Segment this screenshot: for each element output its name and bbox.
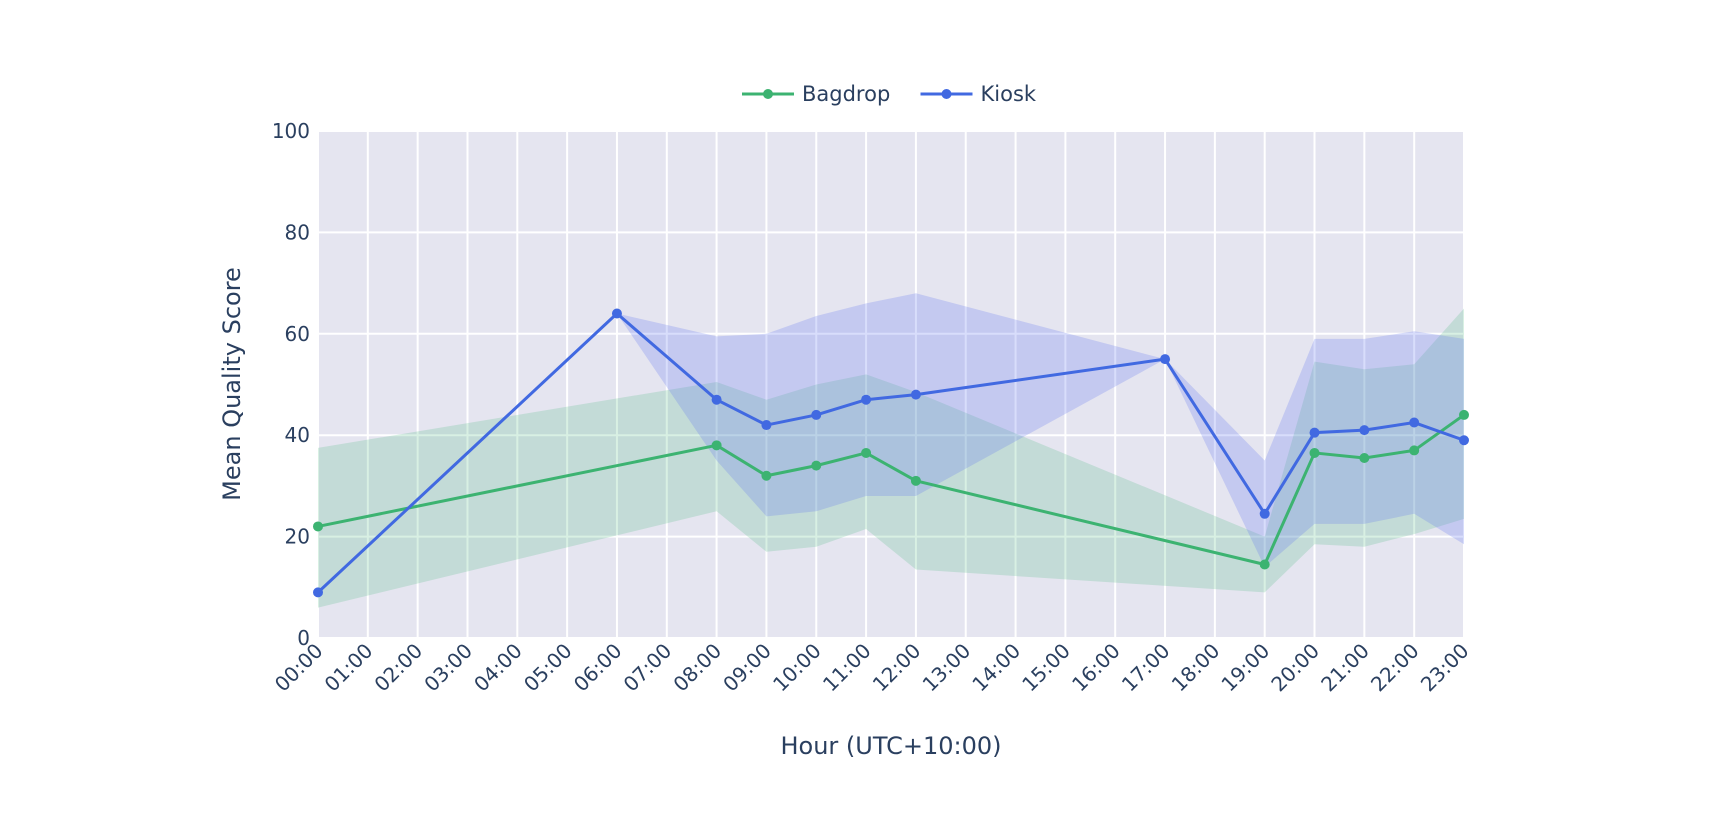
x-tick-label: 18:00: [1167, 639, 1225, 697]
x-tick-label: 01:00: [320, 639, 378, 697]
x-tick-label: 03:00: [419, 639, 477, 697]
data-point-kiosk: [861, 394, 872, 405]
data-point-kiosk: [1309, 427, 1320, 438]
x-axis-title: Hour (UTC+10:00): [780, 732, 1001, 760]
x-tick-label: 09:00: [718, 639, 776, 697]
legend-marker: [763, 89, 773, 99]
y-tick-label: 0: [297, 626, 310, 650]
x-tick-label: 06:00: [569, 639, 627, 697]
x-tick-label: 07:00: [619, 639, 677, 697]
x-tick-label: 15:00: [1017, 639, 1075, 697]
x-tick-label: 22:00: [1366, 639, 1424, 697]
y-axis-ticks: 0 20 40 60 80 100: [272, 119, 310, 650]
data-point-bagdrop: [313, 521, 323, 532]
x-tick-label: 08:00: [668, 639, 726, 697]
y-tick-label: 100: [272, 119, 310, 143]
confidence-band-kiosk: [318, 293, 1464, 593]
data-point-kiosk: [711, 394, 722, 405]
legend-item-bagdrop[interactable]: Bagdrop: [742, 82, 890, 106]
legend-label: Bagdrop: [802, 82, 890, 106]
x-axis-ticks: 00:0001:0002:0003:0004:0005:0006:0007:00…: [270, 639, 1474, 697]
data-point-bagdrop: [1309, 447, 1320, 458]
data-point-bagdrop: [1359, 453, 1370, 464]
data-point-kiosk: [313, 587, 323, 598]
data-point-kiosk: [1409, 417, 1420, 428]
legend-label: Kiosk: [981, 82, 1037, 106]
legend-item-kiosk[interactable]: Kiosk: [920, 82, 1037, 106]
series-markers: [313, 308, 1469, 598]
data-point-bagdrop: [910, 475, 921, 486]
x-tick-label: 02:00: [369, 639, 427, 697]
y-tick-label: 80: [285, 220, 310, 244]
data-point-bagdrop: [711, 440, 722, 451]
grid: [317, 130, 1465, 639]
x-tick-label: 12:00: [868, 639, 926, 697]
x-tick-label: 04:00: [469, 639, 527, 697]
x-tick-label: 14:00: [967, 639, 1025, 697]
legend[interactable]: Bagdrop Kiosk: [742, 82, 1037, 106]
x-tick-label: 05:00: [519, 639, 577, 697]
y-axis-title: Mean Quality Score: [218, 267, 246, 501]
x-tick-label: 19:00: [1217, 639, 1275, 697]
x-tick-label: 17:00: [1117, 639, 1175, 697]
x-tick-label: 13:00: [918, 639, 976, 697]
data-point-kiosk: [1459, 435, 1469, 446]
data-point-kiosk: [611, 308, 622, 319]
x-tick-label: 11:00: [818, 639, 876, 697]
data-point-bagdrop: [1409, 445, 1420, 456]
x-tick-label: 16:00: [1067, 639, 1125, 697]
data-point-bagdrop: [861, 447, 872, 458]
confidence-band-bagdrop: [318, 308, 1464, 608]
x-tick-label: 23:00: [1416, 639, 1474, 697]
x-tick-label: 21:00: [1316, 639, 1374, 697]
data-point-bagdrop: [761, 470, 772, 481]
data-point-bagdrop: [1459, 409, 1469, 420]
data-point-kiosk: [910, 389, 921, 400]
plot-area: [318, 131, 1464, 638]
data-point-bagdrop: [1259, 559, 1270, 570]
x-tick-label: 10:00: [768, 639, 826, 697]
y-tick-label: 60: [285, 322, 310, 346]
y-tick-label: 20: [285, 525, 310, 549]
confidence-bands: [318, 293, 1464, 608]
data-point-kiosk: [761, 420, 772, 431]
data-point-bagdrop: [811, 460, 822, 471]
data-point-kiosk: [1160, 354, 1171, 365]
x-tick-label: 20:00: [1266, 639, 1324, 697]
legend-marker: [941, 89, 952, 99]
data-point-kiosk: [1359, 425, 1370, 436]
y-tick-label: 40: [285, 423, 310, 447]
data-point-kiosk: [811, 409, 822, 420]
data-point-kiosk: [1259, 508, 1270, 519]
